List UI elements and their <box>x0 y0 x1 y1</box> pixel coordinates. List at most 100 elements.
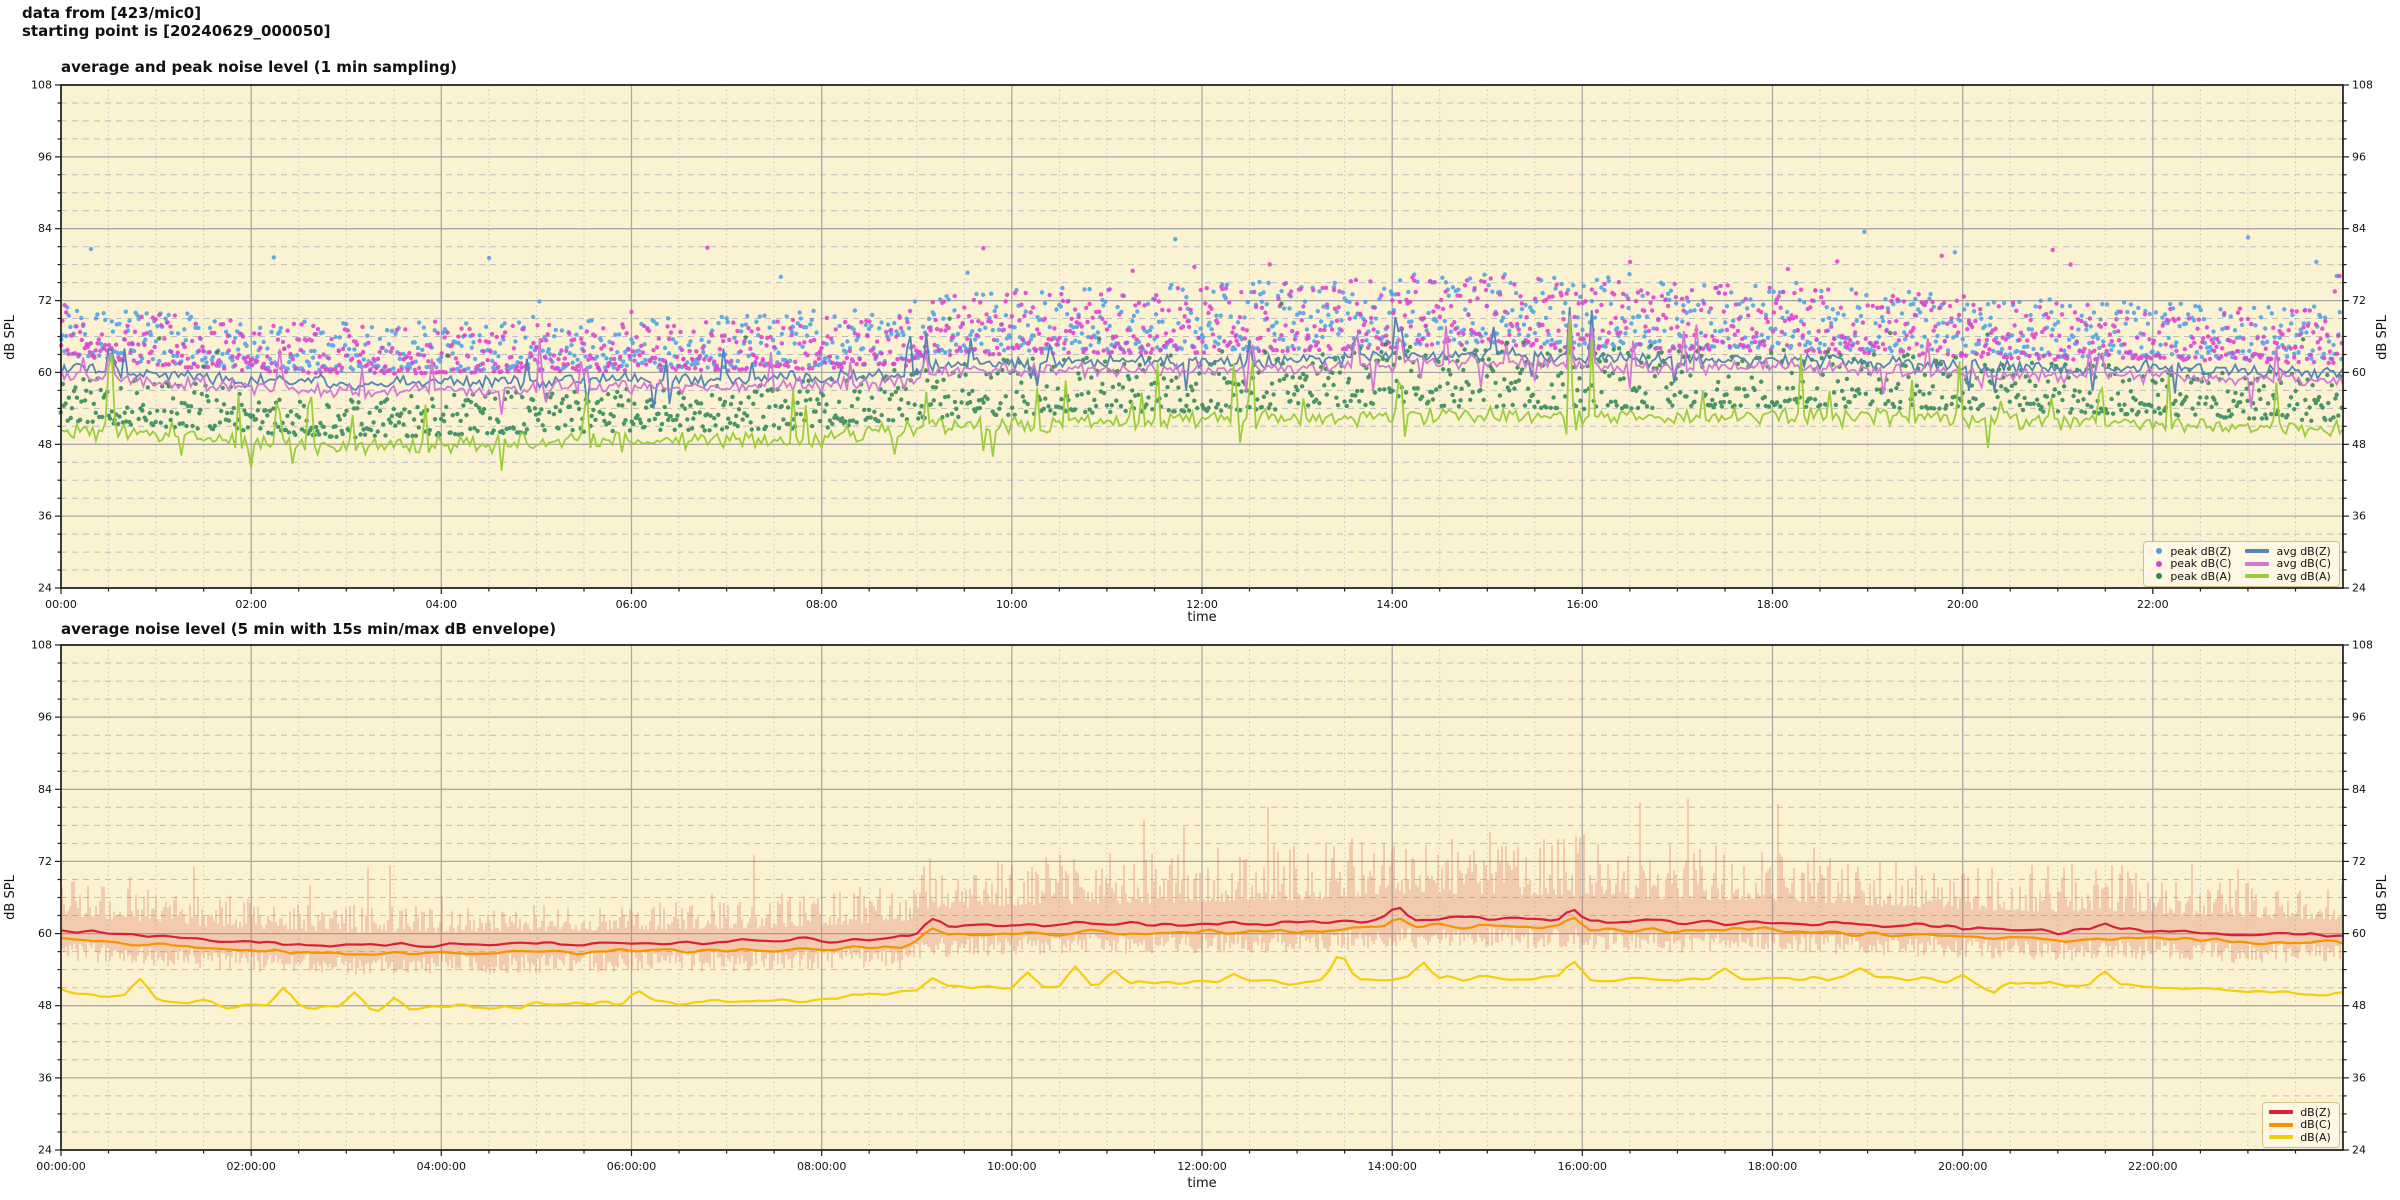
svg-text:72: 72 <box>2352 294 2366 307</box>
svg-text:36: 36 <box>38 510 52 523</box>
svg-text:14:00:00: 14:00:00 <box>1367 1160 1416 1173</box>
svg-text:60: 60 <box>38 927 52 940</box>
tick-marks <box>55 84 2349 594</box>
svg-text:72: 72 <box>38 855 52 868</box>
svg-text:14:00: 14:00 <box>1376 598 1408 611</box>
svg-text:06:00: 06:00 <box>616 598 648 611</box>
legend-column: avg dB(Z) avg dB(C) avg dB(A) <box>2245 545 2331 583</box>
header-line-2: starting point is [20240629_000050] <box>22 22 331 40</box>
svg-text:18:00: 18:00 <box>1757 598 1789 611</box>
svg-text:10:00:00: 10:00:00 <box>987 1160 1036 1173</box>
svg-text:12:00: 12:00 <box>1186 598 1218 611</box>
legend-entry: dB(C) <box>2269 1118 2331 1132</box>
svg-text:00:00: 00:00 <box>45 598 77 611</box>
svg-text:04:00:00: 04:00:00 <box>417 1160 466 1173</box>
legend-label: peak dB(A) <box>2170 569 2232 583</box>
tick-marks <box>55 644 2349 1156</box>
bottom-chart-ylabel-left: dB SPL <box>2 875 18 920</box>
header-line-1: data from [423/mic0] <box>22 4 202 22</box>
svg-text:36: 36 <box>2352 510 2366 523</box>
svg-text:16:00: 16:00 <box>1566 598 1598 611</box>
svg-text:108: 108 <box>31 79 52 92</box>
svg-text:72: 72 <box>2352 855 2366 868</box>
svg-text:08:00: 08:00 <box>806 598 838 611</box>
svg-text:96: 96 <box>38 711 52 724</box>
legend-line-marker <box>2245 561 2270 566</box>
svg-text:48: 48 <box>38 999 52 1012</box>
tick-labels: 24 24 36 36 48 48 60 60 72 72 84 84 96 96 108 108 00:00 0… <box>31 79 2373 612</box>
svg-text:00:00:00: 00:00:00 <box>36 1160 85 1173</box>
legend-label: dB(C) <box>2300 1118 2331 1132</box>
legend-entry: dB(A) <box>2269 1131 2331 1144</box>
tick-labels: 24 24 36 36 48 48 60 60 72 72 84 84 96 96 108 108 00:00:… <box>31 639 2373 1174</box>
legend-label: peak dB(C) <box>2170 557 2232 571</box>
svg-text:84: 84 <box>2352 783 2366 796</box>
bottom-chart-xlabel: time <box>1187 1176 1217 1191</box>
line-dBZ <box>60 906 2344 949</box>
line-dBA <box>60 955 2344 1013</box>
top-chart-xlabel: time <box>1187 610 1217 625</box>
svg-text:96: 96 <box>2352 150 2366 163</box>
svg-text:60: 60 <box>2352 366 2366 379</box>
grid-minor-x <box>108 85 2296 588</box>
bottom-chart-title: average noise level (5 min with 15s min/… <box>61 620 557 638</box>
legend-entry: peak dB(C) <box>2150 557 2232 571</box>
svg-text:12:00:00: 12:00:00 <box>1177 1160 1226 1173</box>
legend-line-marker <box>2269 1135 2294 1140</box>
grid-minor-x <box>108 645 2296 1150</box>
legend-label: dB(A) <box>2300 1130 2331 1144</box>
svg-text:84: 84 <box>38 783 52 796</box>
svg-text:36: 36 <box>2352 1071 2366 1084</box>
svg-text:48: 48 <box>2352 438 2366 451</box>
svg-text:20:00: 20:00 <box>1947 598 1979 611</box>
svg-text:96: 96 <box>2352 711 2366 724</box>
legend-label: dB(Z) <box>2300 1105 2331 1119</box>
svg-text:48: 48 <box>38 438 52 451</box>
svg-text:96: 96 <box>38 150 52 163</box>
legend-label: peak dB(Z) <box>2170 544 2232 558</box>
svg-text:24: 24 <box>2352 582 2366 595</box>
legend-column: peak dB(Z) peak dB(C) peak dB(A) <box>2150 545 2231 583</box>
svg-text:22:00: 22:00 <box>2137 598 2169 611</box>
top-chart-ylabel-right: dB SPL <box>2374 315 2390 360</box>
svg-text:10:00: 10:00 <box>996 598 1028 611</box>
top-chart-legend: peak dB(Z) peak dB(C) peak dB(A) avg dB(Z) a… <box>2143 541 2340 587</box>
svg-text:20:00:00: 20:00:00 <box>1938 1160 1987 1173</box>
svg-text:36: 36 <box>38 1071 52 1084</box>
svg-text:24: 24 <box>38 1144 52 1157</box>
svg-text:60: 60 <box>38 366 52 379</box>
svg-text:24: 24 <box>2352 1144 2366 1157</box>
svg-text:22:00:00: 22:00:00 <box>2128 1160 2177 1173</box>
legend-label: avg dB(Z) <box>2276 544 2331 558</box>
svg-text:02:00:00: 02:00:00 <box>226 1160 275 1173</box>
legend-dot-marker <box>2156 573 2163 580</box>
top-chart-title: average and peak noise level (1 min samp… <box>61 58 457 76</box>
bottom-chart-ylabel-right: dB SPL <box>2374 875 2390 920</box>
bottom-chart-legend: dB(Z) dB(C) dB(A) <box>2262 1102 2340 1148</box>
svg-text:108: 108 <box>2352 79 2373 92</box>
legend-line-marker <box>2269 1122 2294 1127</box>
svg-text:04:00: 04:00 <box>425 598 457 611</box>
legend-entry: peak dB(Z) <box>2150 545 2231 558</box>
legend-label: avg dB(A) <box>2276 569 2331 583</box>
legend-entry: avg dB(A) <box>2245 570 2331 583</box>
svg-text:08:00:00: 08:00:00 <box>797 1160 846 1173</box>
legend-entry: avg dB(Z) <box>2245 545 2331 558</box>
svg-text:18:00:00: 18:00:00 <box>1748 1160 1797 1173</box>
legend-dot-marker <box>2156 560 2163 567</box>
legend-entry: dB(Z) <box>2269 1106 2331 1119</box>
svg-text:48: 48 <box>2352 999 2366 1012</box>
top-chart-ylabel-left: dB SPL <box>2 315 18 360</box>
svg-text:108: 108 <box>31 639 52 652</box>
svg-text:72: 72 <box>38 294 52 307</box>
svg-text:84: 84 <box>38 222 52 235</box>
line-dBC <box>60 916 2344 956</box>
svg-text:108: 108 <box>2352 639 2373 652</box>
svg-text:84: 84 <box>2352 222 2366 235</box>
svg-text:16:00:00: 16:00:00 <box>1558 1160 1607 1173</box>
legend-dot-marker <box>2156 548 2163 555</box>
legend-column: dB(Z) dB(C) dB(A) <box>2269 1106 2331 1144</box>
legend-line-marker <box>2269 1110 2294 1115</box>
legend-entry: peak dB(A) <box>2150 570 2231 583</box>
